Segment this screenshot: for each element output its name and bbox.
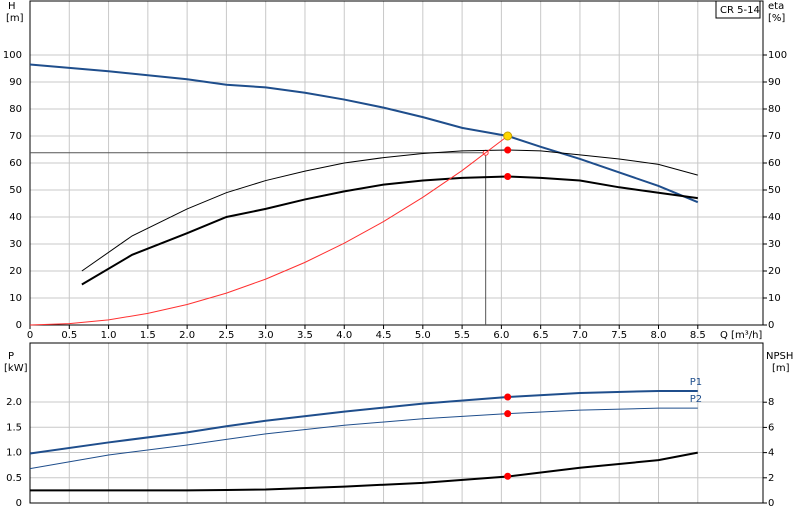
x-tick-label: 3.5 [297,330,313,341]
y-tick-label: 70 [9,131,22,142]
x-tick-label: 8.0 [651,330,667,341]
curve [30,451,698,492]
y2-tick-label: 6 [768,422,774,433]
y-tick-label: 30 [9,239,22,250]
x-tick-label: 2.5 [218,330,234,341]
y2-tick-label: 100 [768,50,787,61]
curve [29,407,698,470]
x-tick-label: 7.0 [572,330,588,341]
y2-tick-label: 2 [768,473,774,484]
curve [29,389,698,455]
y2-tick-label: 80 [768,104,781,115]
y2-tick-label: 10 [768,293,781,304]
curve [81,149,698,272]
y2-tick-label: 20 [768,266,781,277]
y2-tick-label: 4 [768,448,774,459]
y2-tick-label: 40 [768,212,781,223]
y2-tick-label: 50 [768,185,781,196]
x-tick-label: 6.0 [493,330,509,341]
x-tick-label: 0 [27,330,33,341]
curve-label: P1 [690,377,702,388]
x-tick-label: 1.0 [101,330,117,341]
marker [504,472,512,480]
x-label: Q [m³/h] [720,330,762,341]
curve [29,135,508,326]
curve-label: P2 [690,394,702,405]
marker [503,131,513,141]
y2-unit: [%] [768,13,785,24]
y-unit: [m] [6,13,24,24]
marker [504,146,512,154]
y-tick-label: 2.0 [6,397,22,408]
y-tick-label: 60 [9,158,22,169]
y-tick-label: 1.0 [6,448,22,459]
y-tick-label: 100 [3,50,22,61]
curve [29,63,699,204]
x-tick-label: 1.5 [140,330,156,341]
marker [504,173,512,180]
y2-unit: [m] [772,363,790,374]
plot-frame [29,0,764,326]
x-tick-label: 7.5 [611,330,627,341]
y-tick-label: 0.5 [6,473,22,484]
x-tick-label: 4.0 [336,330,352,341]
y2-tick-label: 0 [768,320,774,331]
y-tick-label: 20 [9,266,22,277]
y2-label: NPSH [766,351,793,362]
y2-tick-label: 70 [768,131,781,142]
x-tick-label: 5.5 [454,330,470,341]
x-tick-label: 5.0 [415,330,431,341]
x-tick-label: 0.5 [61,330,77,341]
y-tick-label: 90 [9,77,22,88]
y-tick-label: 80 [9,104,22,115]
y2-tick-label: 8 [768,397,774,408]
y-tick-label: 0 [16,320,22,331]
y-label: P [8,351,14,362]
x-tick-label: 8.5 [690,330,706,341]
y-unit: [kW] [4,363,28,374]
y-tick-label: 0 [16,498,22,509]
y2-label: eta [768,1,784,12]
product-label: CR 5-14 [720,5,760,16]
y2-tick-label: 30 [768,239,781,250]
curve [81,175,698,286]
x-tick-label: 4.5 [376,330,392,341]
marker [504,393,512,401]
y-tick-label: 10 [9,293,22,304]
y-tick-label: 1.5 [6,422,22,433]
marker [504,410,512,418]
x-tick-label: 3.0 [258,330,274,341]
y2-tick-label: 60 [768,158,781,169]
y-tick-label: 50 [9,185,22,196]
x-tick-label: 6.5 [533,330,549,341]
y2-tick-label: 0 [768,498,774,509]
y-label: H [8,1,16,12]
plot-frame [29,342,764,504]
y-tick-label: 40 [9,212,22,223]
y2-tick-label: 90 [768,77,781,88]
x-tick-label: 2.0 [179,330,195,341]
